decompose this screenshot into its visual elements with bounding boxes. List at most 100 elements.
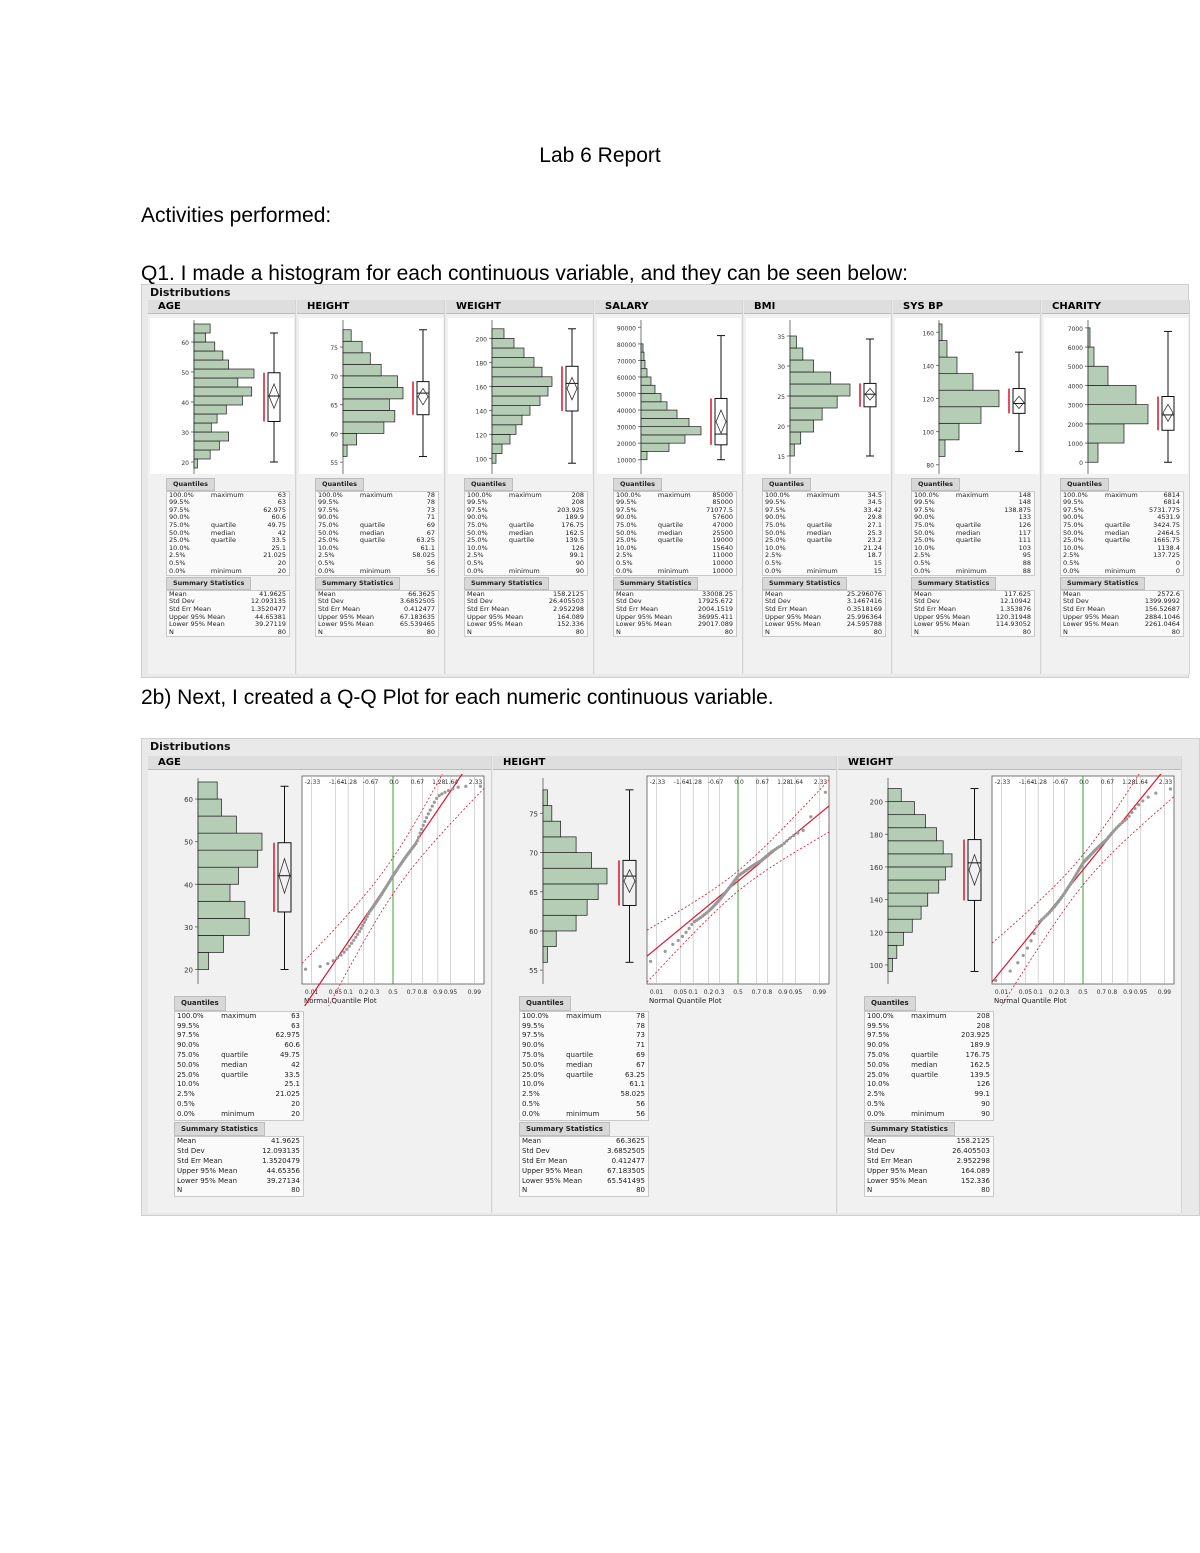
qq-top-tick-label-1: -1.64 — [674, 779, 690, 786]
y-tick-label-5: 2000 — [1068, 422, 1083, 429]
hist-bar-13 — [193, 341, 216, 352]
y-tick-label-1: 30 — [777, 364, 785, 371]
quantile-pct: 75.0% — [169, 520, 190, 529]
hist-bar-5 — [1087, 346, 1095, 367]
quantile-row: 99.5% 148 — [912, 499, 1034, 507]
qq-point-68 — [426, 812, 430, 816]
summary-stat-value: 0.412477 — [403, 604, 435, 613]
quantile-pct: 50.0% — [867, 1060, 890, 1069]
qq-point-10 — [350, 941, 354, 945]
y-tick-label-2: 65 — [330, 403, 338, 410]
qq-point-6 — [684, 930, 688, 934]
summary-stat-name: N — [169, 627, 174, 636]
quantile-value: 1138.4 — [1157, 543, 1180, 552]
quantile-row: 10.0% 25.1 — [167, 543, 289, 553]
y-tick-label-2: 25 — [777, 394, 785, 401]
hist-bar-9 — [193, 377, 239, 388]
qq-point-3 — [326, 962, 330, 966]
quantile-value: 90 — [575, 558, 584, 567]
quantiles-body: 100.0% maximum 63 99.5% 63 97.5% 62.975 90.0% 60… — [166, 490, 290, 577]
quantile-row: 99.5% 208 — [465, 499, 587, 507]
hist-bar-13 — [640, 343, 644, 353]
summary-row: N 80 — [614, 628, 736, 637]
summary-stat-name: Upper 95% Mean — [765, 612, 821, 621]
summary-stat-name: Std Dev — [867, 1147, 895, 1156]
summary-stat-value: 41.9625 — [271, 1137, 300, 1146]
quantile-value: 208 — [976, 1011, 990, 1020]
summary-stat-value: 39.27119 — [254, 620, 286, 629]
quantile-value: 25.1 — [271, 543, 286, 552]
quantile-pct: 25.0% — [177, 1070, 200, 1079]
quantile-row: 25.0% quartile 139.5 — [865, 1071, 993, 1081]
quantile-row: 97.5% 33.42 — [763, 506, 885, 515]
y-tick-label-4: 3000 — [1068, 403, 1083, 410]
quantile-row: 75.0% quartile 176.75 — [865, 1051, 993, 1061]
quantile-value: 208 — [571, 490, 584, 499]
quantile-value: 126 — [1018, 520, 1031, 529]
quantile-row: 90.0% 4531.9 — [1061, 514, 1183, 522]
summary-statistics-table: Summary Statistics Mean 41.9625 Std Dev 12.0… — [174, 1121, 304, 1198]
hist-bar-8 — [789, 347, 804, 361]
summary-stat-value: 36995.411 — [697, 612, 733, 621]
y-tick-label-1: 70 — [330, 374, 338, 381]
summary-stat-value: 1.3520479 — [262, 1156, 300, 1165]
quantile-pct: 75.0% — [318, 520, 339, 529]
quantile-value: 189.9 — [565, 513, 584, 522]
summary-row: Std Dev 1399.9992 — [1061, 598, 1183, 606]
summary-stat-name: N — [765, 627, 770, 636]
summary-stat-name: Lower 95% Mean — [914, 620, 970, 629]
y-tick-label-0: 75 — [330, 345, 338, 352]
quantile-row: 10.0% 103 — [912, 544, 1034, 553]
qq-point-74 — [1130, 810, 1134, 814]
qq-bottom-tick-label-10: 0.99 — [1158, 989, 1172, 996]
quantile-value: 78 — [636, 1011, 645, 1020]
quantile-row: 75.0% quartile 126 — [912, 520, 1034, 530]
summary-row: Mean 158.2125 — [465, 590, 587, 599]
figure1-column-age: AGE 60 50 40 30 20 Quantiles 100.0% maximum 63 99.… — [148, 300, 296, 674]
summary-row: Std Dev 26.405503 — [865, 1147, 993, 1157]
quantile-pct: 97.5% — [522, 1031, 545, 1040]
quantile-pct: 100.0% — [169, 490, 194, 499]
summary-row: Mean 2572.6 — [1061, 590, 1183, 599]
y-tick-label-7: 0 — [1079, 460, 1083, 467]
quantile-value: 11000 — [712, 551, 733, 560]
y-tick-label-0: 7000 — [1068, 326, 1083, 333]
qq-top-tick-label-2: -1.28 — [1031, 779, 1047, 786]
quantile-value: 2464.5 — [1157, 528, 1180, 537]
column-header: CHARITY — [1042, 300, 1189, 314]
qq-bottom-tick-label-2: 0.1 — [1033, 989, 1043, 996]
quantile-value: 61.1 — [420, 543, 435, 552]
quantile-pct: 10.0% — [169, 543, 190, 552]
quantile-pct: 50.0% — [765, 528, 786, 537]
quantiles-title: Quantiles — [911, 478, 961, 491]
quantile-label: quartile — [359, 536, 385, 545]
hist-bar-7 — [887, 866, 946, 881]
quantile-row: 2.5% 21.025 — [167, 552, 289, 560]
quantile-value: 99.1 — [569, 551, 584, 560]
hist-bar-6 — [342, 375, 398, 388]
quantile-row: 0.5% 20 — [175, 1100, 303, 1110]
summary-row: Std Dev 12.093135 — [175, 1147, 303, 1157]
mean-diamond — [715, 409, 727, 435]
quantile-pct: 99.5% — [169, 498, 190, 507]
page-title: Lab 6 Report — [539, 144, 661, 167]
y-tick-label-4: 55 — [529, 967, 538, 975]
quantile-value: 189.9 — [969, 1041, 990, 1050]
quantiles-body: 100.0% maximum 85000 99.5% 85000 97.5% 71077.5… — [613, 490, 737, 577]
summary-stat-value: 12.10942 — [999, 597, 1031, 606]
qq-bottom-tick-label-4: 0.3 — [370, 989, 380, 996]
summary-stat-value: 44.65356 — [266, 1166, 300, 1175]
hist-bar-2 — [193, 440, 220, 451]
qq-point-9 — [347, 944, 351, 948]
hist-bar-3 — [1087, 385, 1137, 405]
column-header: SALARY — [595, 300, 742, 314]
box — [416, 381, 430, 416]
summary-row: Std Dev 17925.672 — [614, 598, 736, 606]
summary-stat-value: 0.412477 — [611, 1156, 645, 1165]
summary-stat-value: 80 — [873, 627, 882, 636]
quantile-row: 2.5% 95 — [912, 552, 1034, 560]
qq-top-tick-label-6: 1.28 — [432, 779, 446, 786]
quantile-pct: 100.0% — [616, 490, 641, 499]
summary-stat-name: Upper 95% Mean — [522, 1166, 583, 1175]
quantile-label: minimum — [359, 566, 391, 575]
